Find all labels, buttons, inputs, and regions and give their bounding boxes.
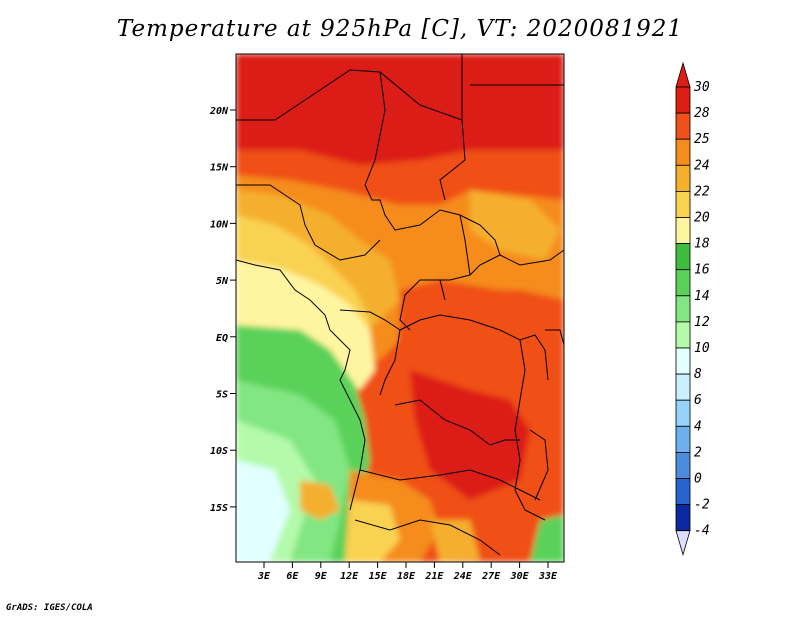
colorbar-label: 28 xyxy=(694,106,710,121)
colorbar-label: 0 xyxy=(694,472,702,487)
colorbar-segment xyxy=(675,190,691,218)
colorbar-label: 6 xyxy=(694,393,702,408)
colorbar-segment xyxy=(675,269,691,297)
colorbar-label: -2 xyxy=(694,498,710,513)
lat-tick-label: 5N xyxy=(216,276,229,287)
lon-tick-label: 12E xyxy=(340,571,359,582)
colorbar-label: 18 xyxy=(694,237,710,252)
footer-credit: GrADS: IGES/COLA xyxy=(6,603,93,613)
lon-tick-label: 9E xyxy=(315,571,328,582)
colorbar-segment xyxy=(675,451,691,479)
lon-tick-label: 3E xyxy=(257,571,271,582)
colorbar-label: 16 xyxy=(694,263,710,278)
lon-tick-label: 18E xyxy=(397,571,416,582)
lat-tick-label: 10S xyxy=(210,446,228,457)
colorbar-segment xyxy=(675,504,691,532)
lat-tick-label: 15N xyxy=(210,163,229,174)
colorbar-segment xyxy=(675,138,691,166)
temperature-field xyxy=(236,54,564,562)
colorbar-segment xyxy=(675,243,691,271)
field-10 xyxy=(236,460,290,562)
lon-tick-label: 6E xyxy=(286,571,299,582)
lat-tick-label: 10N xyxy=(210,219,229,230)
colorbar-top-arrow xyxy=(675,61,691,88)
colorbar-segment xyxy=(675,112,691,140)
lon-tick-label: 27E xyxy=(481,571,501,582)
chart-title: Temperature at 925hPa [C], VT: 202008192… xyxy=(116,16,684,42)
lat-tick-label: 20N xyxy=(209,106,229,117)
colorbar-segment xyxy=(675,425,691,453)
colorbar-segment xyxy=(675,347,691,375)
colorbar-label: 22 xyxy=(694,184,710,199)
colorbar-bottom-arrow xyxy=(675,530,691,557)
colorbar-segment xyxy=(675,164,691,192)
colorbar-label: 12 xyxy=(694,315,710,330)
colorbar-label: 30 xyxy=(693,80,710,95)
colorbar-segment xyxy=(675,86,691,114)
lon-tick-label: 30E xyxy=(510,571,530,582)
map-frame xyxy=(235,53,565,563)
colorbar-label: 20 xyxy=(694,211,710,226)
lat-tick-label: EQ xyxy=(216,333,228,344)
colorbar-label: -4 xyxy=(694,524,710,539)
colorbar-segment xyxy=(675,373,691,401)
lat-tick-label: 15S xyxy=(210,503,228,514)
lat-tick-label: 5S xyxy=(216,390,228,401)
colorbar-label: 24 xyxy=(694,158,710,173)
colorbar-segment xyxy=(675,478,691,506)
lon-tick-label: 21E xyxy=(424,571,444,582)
colorbar-segment xyxy=(675,295,691,323)
colorbar-label: 10 xyxy=(694,341,710,356)
colorbar-segment xyxy=(675,321,691,349)
longitude-axis: 3E 6E 9E 12E 15E 18E 21E 24E 27E 30E 33E xyxy=(257,562,558,582)
lon-tick-label: 33E xyxy=(538,571,558,582)
colorbar-segment xyxy=(675,217,691,245)
colorbar-segment xyxy=(675,399,691,427)
colorbar-label: 4 xyxy=(694,419,702,434)
colorbar-label: 8 xyxy=(694,367,702,382)
lon-tick-label: 24E xyxy=(453,571,473,582)
field-18 xyxy=(236,260,375,390)
borders xyxy=(236,54,564,556)
colorbar-label: 14 xyxy=(694,289,710,304)
colorbar-label: 25 xyxy=(694,132,710,147)
colorbar-label: 2 xyxy=(694,445,702,460)
latitude-axis: 20N 15N 10N 5N EQ 5S 10S 15S xyxy=(209,106,236,514)
lon-tick-label: 15E xyxy=(369,571,388,582)
